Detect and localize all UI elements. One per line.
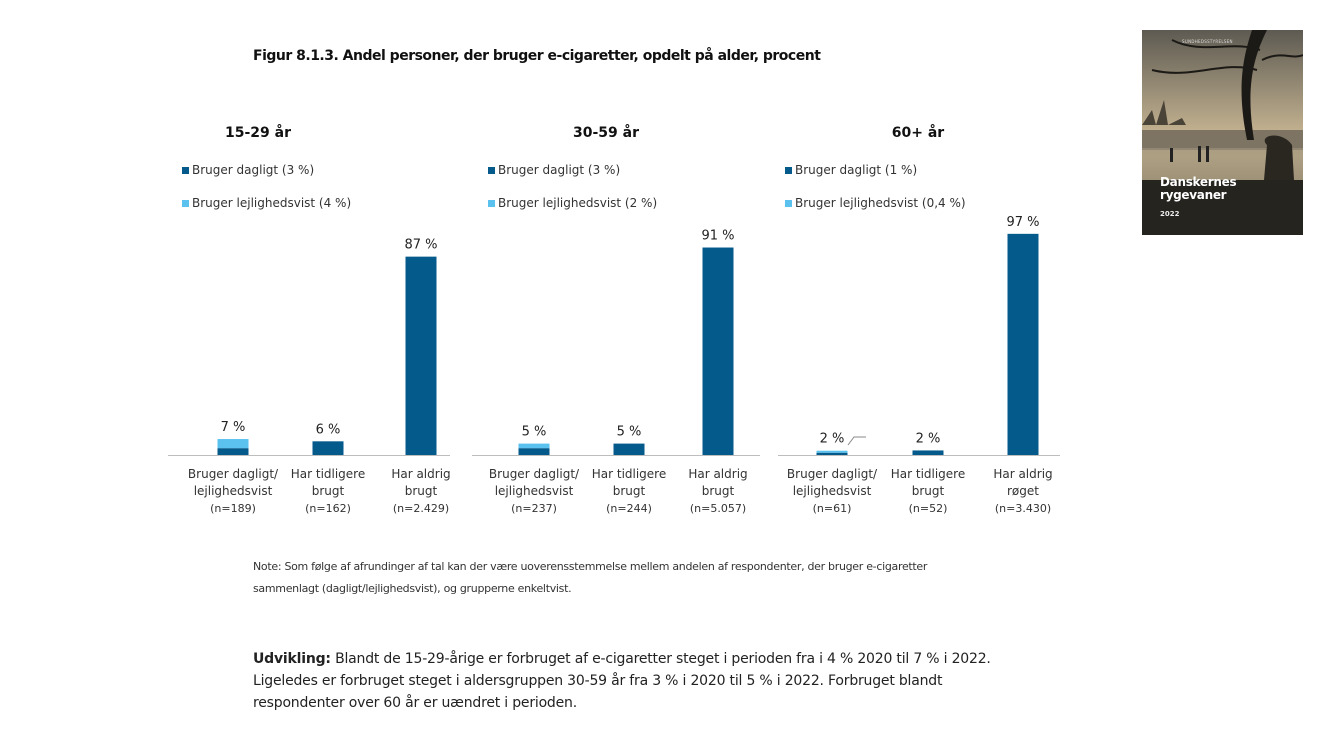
- category-label: (n=237): [511, 502, 557, 515]
- category-label: brugt: [613, 484, 646, 498]
- data-label: 2 %: [820, 432, 845, 447]
- bar-segment: [405, 256, 437, 455]
- data-label: 5 %: [617, 425, 642, 440]
- cover-year: 2022: [1160, 210, 1180, 218]
- legend-swatch: [785, 167, 792, 174]
- data-label: 6 %: [316, 422, 341, 437]
- legend-swatch: [785, 200, 792, 207]
- data-label: 87 %: [404, 238, 437, 253]
- bar-segment: [912, 450, 944, 455]
- bar-segment: [702, 247, 734, 455]
- label-leader-line: [847, 436, 866, 446]
- data-label: 5 %: [522, 425, 547, 440]
- bar-segment: [518, 443, 550, 449]
- bar-segment: [816, 452, 848, 455]
- legend-label: Bruger dagligt (3 %): [192, 163, 314, 177]
- bar-segment: [1007, 233, 1039, 455]
- chart-note: Note: Som følge af afrundinger af tal ka…: [253, 560, 928, 595]
- cover-publisher: SUNDHEDSSTYRELSEN: [1182, 39, 1233, 44]
- category-label: (n=61): [813, 502, 852, 515]
- category-label: Bruger dagligt/: [188, 467, 279, 481]
- category-label: Har aldrig: [688, 467, 747, 481]
- category-label: lejlighedsvist: [793, 484, 872, 498]
- legend-swatch: [488, 167, 495, 174]
- panel-title: 60+ år: [892, 124, 945, 141]
- panel-title: 15-29 år: [225, 124, 291, 141]
- category-label: brugt: [312, 484, 345, 498]
- category-label: (n=2.429): [393, 502, 449, 515]
- cover-title-line2: rygevaner: [1160, 188, 1227, 202]
- category-label: Har aldrig: [391, 467, 450, 481]
- data-label: 7 %: [221, 420, 246, 435]
- data-label: 91 %: [701, 229, 734, 244]
- category-label: Har tidligere: [891, 467, 966, 481]
- bar-segment: [312, 441, 344, 455]
- legend-label: Bruger dagligt (3 %): [498, 163, 620, 177]
- bar-segment: [217, 439, 249, 449]
- legend-swatch: [182, 167, 189, 174]
- category-label: Bruger dagligt/: [489, 467, 580, 481]
- category-label: (n=189): [210, 502, 256, 515]
- category-label: (n=244): [606, 502, 652, 515]
- category-label: (n=3.430): [995, 502, 1051, 515]
- cover-title: Danskernes rygevaner: [1160, 175, 1237, 202]
- legend-swatch: [182, 200, 189, 207]
- category-label: (n=52): [909, 502, 948, 515]
- figure-title: Figur 8.1.3. Andel personer, der bruger …: [253, 48, 821, 64]
- category-label: Bruger dagligt/: [787, 467, 878, 481]
- legend-swatch: [488, 200, 495, 207]
- category-label: (n=162): [305, 502, 351, 515]
- cover-title-line1: Danskernes: [1160, 175, 1237, 189]
- bar-segment: [217, 448, 249, 455]
- bar-segment: [816, 450, 848, 453]
- development-text: Blandt de 15-29-årige er forbruget af e-…: [253, 651, 991, 711]
- data-label: 97 %: [1006, 215, 1039, 230]
- category-label: brugt: [405, 484, 438, 498]
- bar-segment: [518, 448, 550, 455]
- legend-label: Bruger lejlighedsvist (2 %): [498, 196, 657, 210]
- report-cover-image: SUNDHEDSSTYRELSEN Danskernes rygevaner 2…: [1142, 30, 1303, 235]
- legend-label: Bruger lejlighedsvist (0,4 %): [795, 196, 966, 210]
- legend-label: Bruger dagligt (1 %): [795, 163, 917, 177]
- category-label: Har aldrig: [993, 467, 1052, 481]
- category-label: (n=5.057): [690, 502, 746, 515]
- data-label: 2 %: [916, 431, 941, 446]
- category-label: lejlighedsvist: [194, 484, 273, 498]
- development-paragraph: Udvikling: Blandt de 15-29-årige er forb…: [253, 648, 1013, 714]
- bar-segment: [613, 443, 645, 455]
- category-label: brugt: [912, 484, 945, 498]
- category-label: røget: [1007, 484, 1039, 498]
- legend-label: Bruger lejlighedsvist (4 %): [192, 196, 351, 210]
- category-label: Har tidligere: [291, 467, 366, 481]
- cover-photo: [1142, 30, 1303, 235]
- category-label: lejlighedsvist: [495, 484, 574, 498]
- category-label: Har tidligere: [592, 467, 667, 481]
- category-label: brugt: [702, 484, 735, 498]
- development-label: Udvikling:: [253, 651, 331, 667]
- panel-title: 30-59 år: [573, 124, 639, 141]
